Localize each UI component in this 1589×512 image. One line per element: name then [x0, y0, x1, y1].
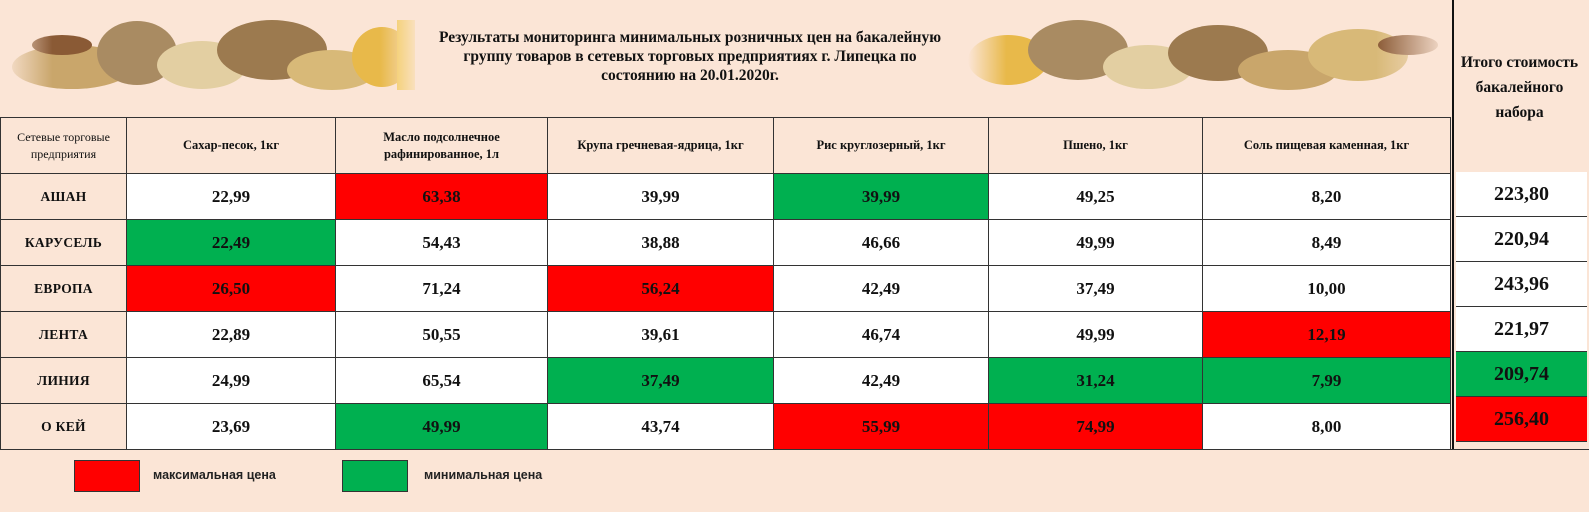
price-cell: 24,99 [126, 357, 336, 404]
table-row: ЛИНИЯ 24,99 65,54 37,49 42,49 31,24 7,99 [0, 357, 1451, 404]
store-column-header: Сетевые торговые предприятия [0, 117, 127, 174]
price-cell: 49,99 [988, 219, 1203, 266]
price-cell: 8,00 [1202, 403, 1451, 450]
price-cell: 31,24 [988, 357, 1203, 404]
column-header: Крупа гречневая-ядрица, 1кг [547, 117, 774, 174]
price-cell: 8,20 [1202, 173, 1451, 220]
price-cell: 22,99 [126, 173, 336, 220]
column-header: Пшено, 1кг [988, 117, 1203, 174]
legend-max-label: максимальная цена [153, 468, 276, 482]
price-cell: 49,99 [335, 403, 548, 450]
price-cell: 39,99 [547, 173, 774, 220]
legend-min-swatch [342, 460, 408, 492]
price-cell: 8,49 [1202, 219, 1451, 266]
price-cell: 50,55 [335, 311, 548, 358]
legend-min-label: минимальная цена [424, 468, 543, 482]
total-cell: 221,97 [1456, 307, 1587, 352]
table-row: КАРУСЕЛЬ 22,49 54,43 38,88 46,66 49,99 8… [0, 219, 1451, 266]
total-cell: 209,74 [1456, 352, 1587, 397]
store-name: ЛЕНТА [0, 311, 127, 358]
price-cell: 37,49 [988, 265, 1203, 312]
column-header: Рис круглозерный, 1кг [773, 117, 989, 174]
store-name: АШАН [0, 173, 127, 220]
price-cell: 37,49 [547, 357, 774, 404]
price-cell: 12,19 [1202, 311, 1451, 358]
price-cell: 22,49 [126, 219, 336, 266]
price-table: Сетевые торговые предприятия Сахар-песок… [0, 117, 1451, 450]
price-cell: 42,49 [773, 265, 989, 312]
totals-divider [1452, 0, 1454, 450]
price-cell: 74,99 [988, 403, 1203, 450]
grain-image-left [2, 15, 422, 93]
price-cell: 26,50 [126, 265, 336, 312]
price-cell: 22,89 [126, 311, 336, 358]
price-cell: 54,43 [335, 219, 548, 266]
total-header: Итого стоимость бакалейного набора [1460, 53, 1579, 121]
total-cell: 256,40 [1456, 397, 1587, 442]
price-cell: 49,25 [988, 173, 1203, 220]
price-cell: 46,66 [773, 219, 989, 266]
price-cell: 46,74 [773, 311, 989, 358]
price-cell: 43,74 [547, 403, 774, 450]
table-row: ЛЕНТА 22,89 50,55 39,61 46,74 49,99 12,1… [0, 311, 1451, 358]
column-header: Масло подсолнечное рафинированное, 1л [335, 117, 548, 174]
price-cell: 39,61 [547, 311, 774, 358]
store-name: О КЕЙ [0, 403, 127, 450]
table-bottom-border [0, 449, 1589, 450]
price-cell: 38,88 [547, 219, 774, 266]
grain-image-right [968, 15, 1448, 93]
column-header: Соль пищевая каменная, 1кг [1202, 117, 1451, 174]
total-cell: 220,94 [1456, 217, 1587, 262]
table-row: АШАН 22,99 63,38 39,99 39,99 49,25 8,20 [0, 173, 1451, 220]
table-row: ЕВРОПА 26,50 71,24 56,24 42,49 37,49 10,… [0, 265, 1451, 312]
price-cell: 56,24 [547, 265, 774, 312]
store-name: ЕВРОПА [0, 265, 127, 312]
store-name: КАРУСЕЛЬ [0, 219, 127, 266]
total-cell: 223,80 [1456, 172, 1587, 217]
price-cell: 63,38 [335, 173, 548, 220]
column-header: Сахар-песок, 1кг [126, 117, 336, 174]
price-cell: 65,54 [335, 357, 548, 404]
table-header-row: Сетевые торговые предприятия Сахар-песок… [0, 117, 1451, 174]
price-cell: 55,99 [773, 403, 989, 450]
page-title: Результаты мониторинга минимальных розни… [438, 29, 942, 84]
legend-max-swatch [74, 460, 140, 492]
price-cell: 42,49 [773, 357, 989, 404]
price-cell: 23,69 [126, 403, 336, 450]
price-cell: 49,99 [988, 311, 1203, 358]
price-cell: 10,00 [1202, 265, 1451, 312]
store-name: ЛИНИЯ [0, 357, 127, 404]
header-band: Результаты мониторинга минимальных розни… [0, 0, 1452, 117]
price-cell: 71,24 [335, 265, 548, 312]
table-row: О КЕЙ 23,69 49,99 43,74 55,99 74,99 8,00 [0, 403, 1451, 450]
price-cell: 39,99 [773, 173, 989, 220]
total-cell: 243,96 [1456, 262, 1587, 307]
price-cell: 7,99 [1202, 357, 1451, 404]
totals-column: 223,80 220,94 243,96 221,97 209,74 256,4… [1454, 172, 1589, 442]
